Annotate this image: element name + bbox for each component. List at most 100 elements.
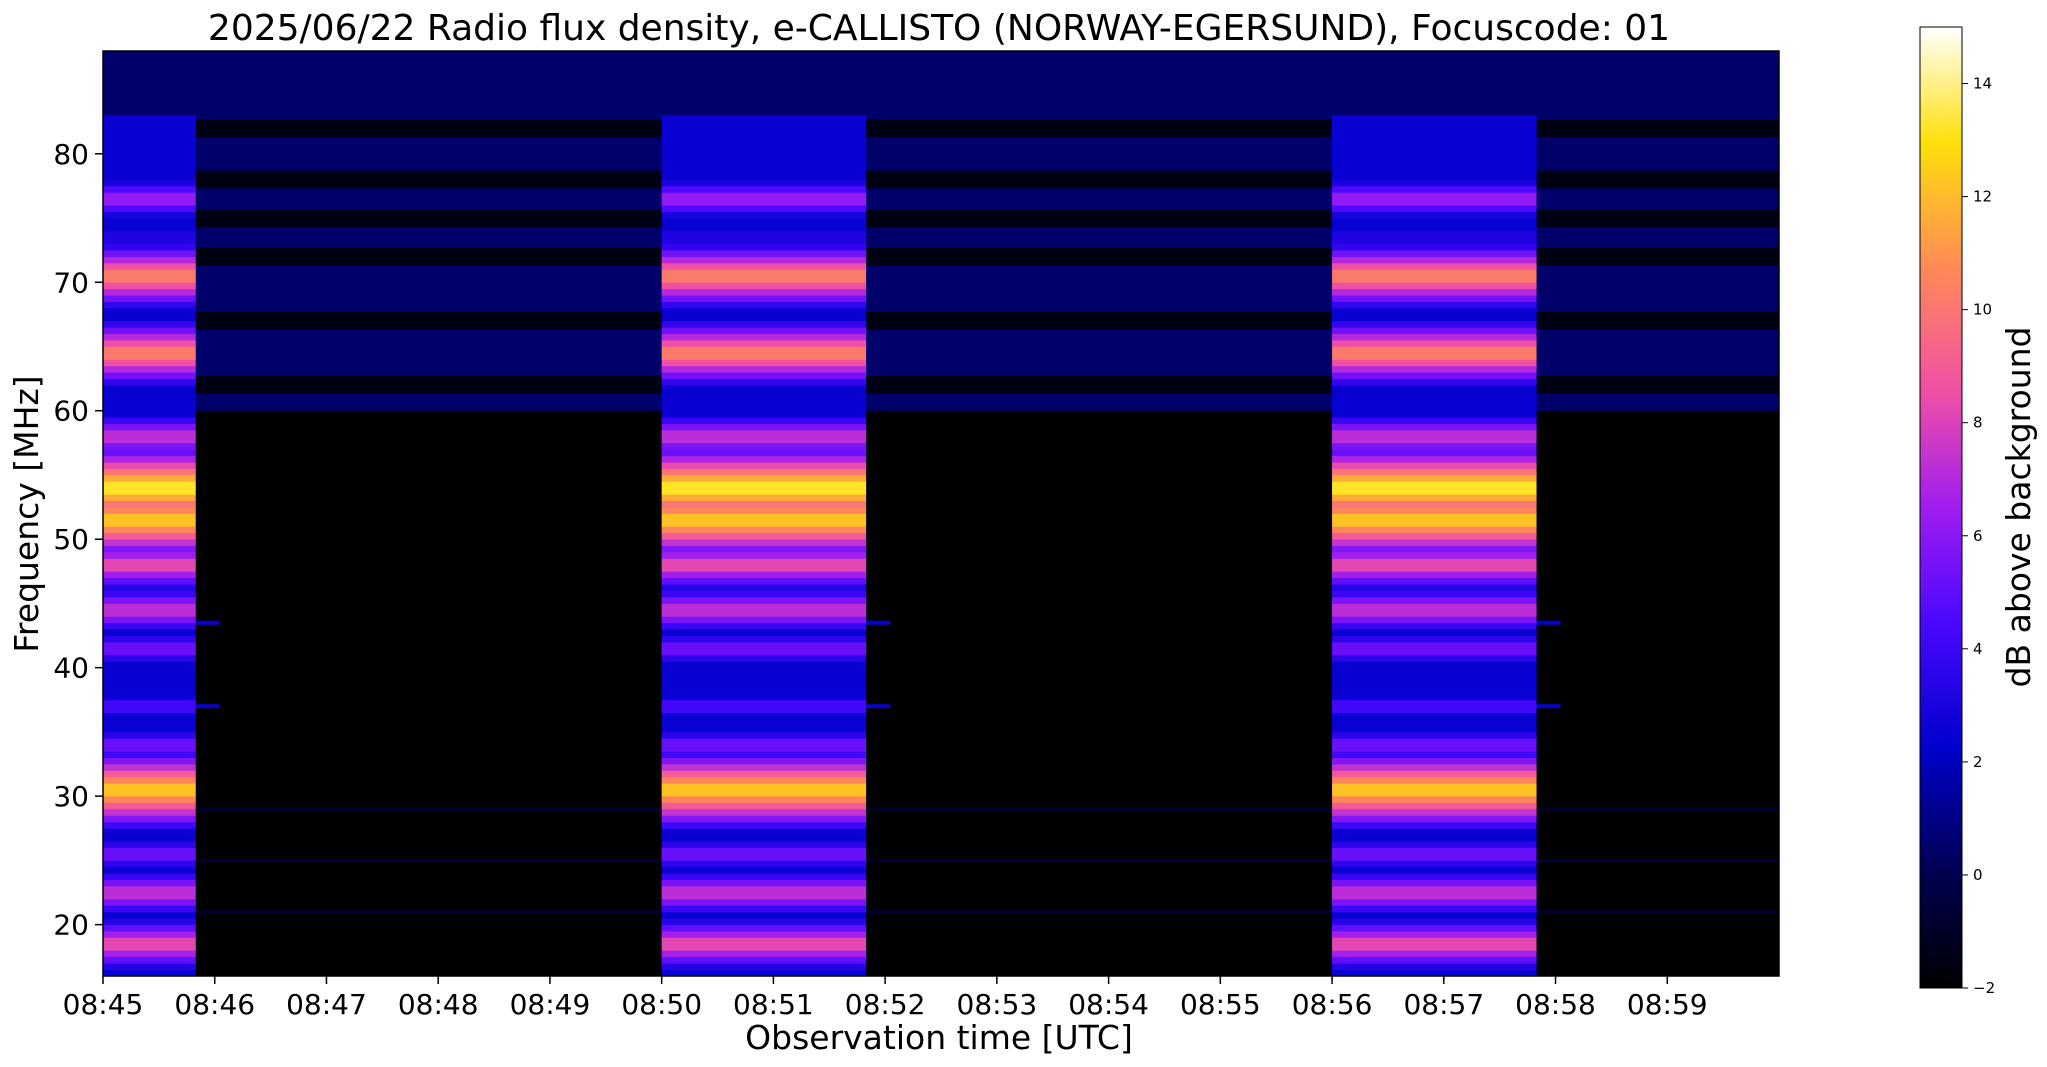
burst-slice — [103, 764, 196, 771]
burst-slice — [103, 340, 196, 347]
burst-slice — [661, 417, 867, 424]
burst-slice — [661, 211, 867, 219]
burst-slice — [1332, 282, 1537, 290]
burst-slice — [661, 140, 867, 148]
burst-slice — [1332, 834, 1537, 842]
y-tick-label: 40 — [53, 652, 89, 685]
burst-slice — [103, 783, 196, 791]
burst-slice — [1332, 526, 1537, 534]
burst-slice — [103, 545, 196, 553]
burst-slice — [103, 417, 196, 424]
burst-slice — [661, 539, 867, 547]
burst-slice — [1332, 571, 1537, 579]
burst-slice — [103, 173, 196, 180]
burst-slice — [661, 841, 867, 848]
burst-slice — [661, 558, 867, 566]
burst-slice — [661, 635, 867, 643]
burst-slice — [103, 449, 196, 457]
burst-slice — [1332, 853, 1537, 861]
burst-slice — [103, 950, 196, 958]
burst-slice — [103, 346, 196, 354]
burst-slice — [103, 262, 196, 270]
burst-slice — [661, 706, 867, 714]
y-tick-label: 50 — [53, 523, 89, 556]
burst-slice — [1332, 288, 1537, 296]
burst-slice — [661, 552, 867, 559]
burst-slice — [661, 481, 867, 489]
burst-slice — [661, 243, 867, 251]
burst-slice — [103, 230, 196, 238]
burst-slice — [103, 269, 196, 277]
burst-slice — [661, 648, 867, 656]
burst-slice — [103, 487, 196, 495]
burst-slice — [1332, 667, 1537, 675]
burst-slice — [103, 275, 196, 283]
y-tick-label: 20 — [53, 909, 89, 942]
burst-slice — [1332, 802, 1537, 810]
burst-slice — [1332, 539, 1537, 547]
burst-slice — [661, 924, 867, 932]
colorbar-tick-label: 2 — [1973, 753, 1983, 771]
burst-slice — [1332, 359, 1537, 367]
burst-slice — [1332, 346, 1537, 354]
burst-slice — [103, 712, 196, 720]
burst-slice — [661, 378, 867, 386]
burst-slice — [1332, 519, 1537, 527]
burst-slice — [661, 680, 867, 688]
burst-slice — [103, 699, 196, 707]
burst-slice — [1332, 429, 1537, 437]
burst-slice — [1332, 134, 1537, 142]
burst-slice — [103, 629, 196, 636]
burst-slice — [103, 622, 196, 630]
burst-slice — [1332, 879, 1537, 887]
burst-slice — [103, 474, 196, 482]
burst-slice — [103, 841, 196, 848]
burst-slice — [103, 641, 196, 649]
burst-slice — [1332, 796, 1537, 803]
interference-line — [195, 858, 662, 862]
burst-slice — [1332, 128, 1537, 135]
burst-slice — [1332, 481, 1537, 489]
burst-slice — [1332, 224, 1537, 232]
burst-slice — [103, 410, 196, 418]
burst-slice — [1332, 609, 1537, 617]
burst-slice — [103, 686, 196, 694]
burst-slice — [103, 738, 196, 746]
burst-slice — [661, 519, 867, 527]
burst-slice — [103, 564, 196, 572]
burst-slice — [1332, 847, 1537, 855]
burst-slice — [661, 262, 867, 270]
burst-slice — [661, 352, 867, 360]
burst-slice — [1332, 757, 1537, 765]
burst-slice — [1332, 924, 1537, 932]
burst-slice — [661, 160, 867, 168]
x-axis-label: Observation time [UTC] — [745, 1018, 1133, 1057]
burst-slice — [1332, 731, 1537, 739]
interference-line — [195, 807, 662, 811]
burst-slice — [661, 404, 867, 412]
burst-slice — [103, 237, 196, 245]
burst-slice — [103, 455, 196, 463]
x-tick-label: 08:46 — [174, 988, 255, 1021]
burst-slice — [661, 205, 867, 212]
burst-slice — [661, 764, 867, 771]
x-tick-label: 08:56 — [1292, 988, 1373, 1021]
burst-slice — [103, 577, 196, 585]
burst-slice — [661, 340, 867, 347]
burst-slice — [1332, 892, 1537, 900]
interference-line — [1536, 807, 1779, 811]
burst-slice — [103, 147, 196, 155]
burst-slice — [1332, 661, 1537, 669]
burst-slice — [103, 179, 196, 187]
burst-slice — [103, 352, 196, 360]
burst-slice — [103, 821, 196, 829]
burst-slice — [661, 128, 867, 135]
burst-slice — [1332, 449, 1537, 457]
burst-slice — [103, 134, 196, 142]
burst-slice — [1332, 886, 1537, 893]
burst-slice — [103, 288, 196, 296]
burst-slice — [103, 500, 196, 508]
burst-slice — [1332, 417, 1537, 424]
interference-line — [866, 910, 1333, 914]
burst-slice — [661, 577, 867, 585]
